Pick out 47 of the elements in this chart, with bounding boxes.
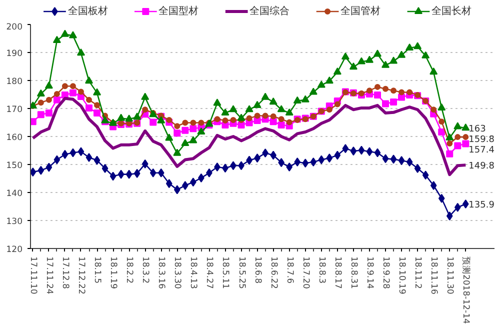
y-tick-label: 180: [6, 77, 23, 87]
x-tick-label: 预测2018-12-14: [460, 256, 472, 324]
x-tick-label: 18.5.11: [220, 256, 230, 289]
x-tick-label: 18.3.30: [172, 256, 182, 289]
x-tick-label: 18.8.17: [332, 256, 342, 289]
data-label: 163: [468, 124, 486, 135]
x-tick-label: 17.12.8: [60, 256, 70, 289]
x-tick-label: 18.7.20: [300, 256, 310, 289]
x-tick-label: 18.5.25: [236, 256, 246, 289]
x-tick-label: 18.6.22: [268, 256, 278, 289]
y-tick-label: 130: [6, 217, 23, 227]
y-tick-label: 190: [6, 49, 23, 59]
y-tick-label: 150: [6, 161, 23, 171]
x-tick-label: 17.11.10: [28, 256, 38, 294]
data-label: 149.8: [468, 162, 495, 172]
x-tick-label: 18.3.2: [140, 256, 150, 284]
x-tick-label: 18.4.13: [188, 256, 198, 289]
x-tick-label: 18.6.8: [252, 256, 262, 284]
legend-label: 全国型材: [158, 5, 199, 17]
x-tick-label: 18.10.19: [396, 256, 407, 294]
x-tick-label: 18.9.28: [380, 256, 391, 289]
x-tick-label: 18.2.2: [124, 256, 134, 284]
x-tick-label: 18.7.6: [284, 256, 294, 284]
x-tick-label: 17.11.24: [44, 256, 54, 294]
x-tick-label: 18.1.5: [92, 256, 102, 284]
legend-label: 全国综合: [250, 5, 290, 17]
x-tick-label: 18.11.16: [428, 256, 439, 294]
legend-label: 全国管材: [340, 5, 381, 17]
x-tick-label: 18.8.31: [348, 256, 358, 289]
x-tick-label: 18.4.27: [204, 256, 214, 289]
data-label: 157.4: [468, 145, 495, 156]
legend-label: 全国长材: [432, 5, 472, 17]
data-label: 135.9: [468, 200, 495, 210]
y-tick-label: 170: [6, 105, 23, 115]
y-tick-label: 140: [6, 189, 23, 199]
x-tick-label: 17.12.22: [76, 256, 86, 294]
y-tick-label: 160: [6, 133, 23, 143]
y-tick-label: 200: [6, 22, 23, 32]
legend-label: 全国板材: [68, 5, 108, 17]
x-tick-label: 18.9.14: [364, 256, 374, 289]
x-tick-label: 18.11.30: [444, 256, 455, 294]
x-tick-label: 18.3.16: [156, 256, 166, 289]
x-tick-label: 18.8.3: [316, 256, 326, 284]
y-tick-label: 120: [6, 245, 23, 255]
data-label: 159.8: [468, 135, 495, 146]
x-tick-label: 18.1.19: [108, 256, 118, 289]
x-tick-label: 18.11.2: [412, 256, 423, 289]
